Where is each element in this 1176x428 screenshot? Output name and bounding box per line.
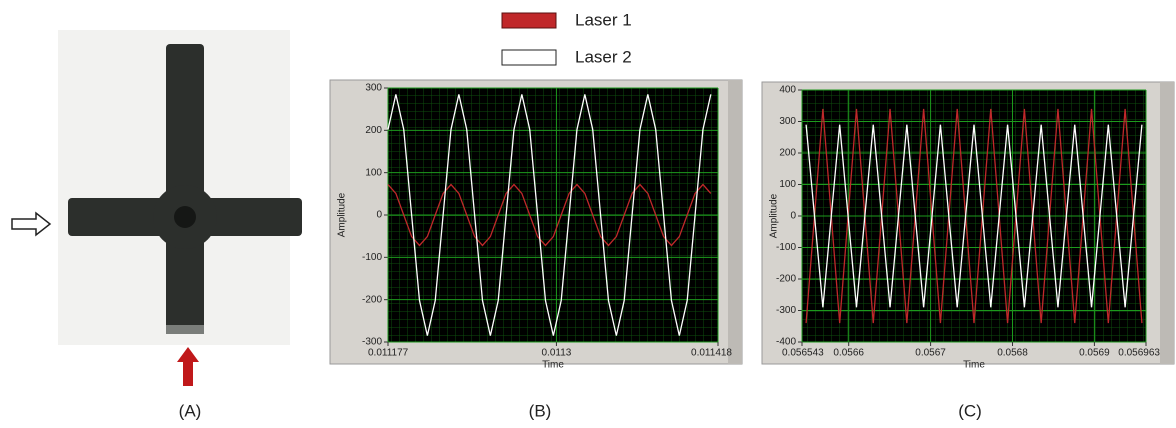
x-axis-label: Time <box>963 360 985 371</box>
y-tick-label: 200 <box>365 125 382 136</box>
y-tick-label: 0 <box>790 211 796 222</box>
load-arrow <box>11 211 52 237</box>
y-tick-label: -400 <box>776 337 796 348</box>
y-tick-label: 400 <box>779 85 796 96</box>
x-tick-label: 0.0566 <box>833 348 864 359</box>
y-tick-label: 300 <box>779 116 796 127</box>
y-axis-label: Amplitude <box>769 193 780 238</box>
x-axis-label: Time <box>542 360 564 371</box>
data-line <box>387 94 712 336</box>
scrollbar <box>728 80 742 364</box>
panel-label: (C) <box>958 401 982 420</box>
y-tick-label: -100 <box>776 242 796 253</box>
y-tick-label: 100 <box>365 167 382 178</box>
x-tick-label: 0.0567 <box>915 348 946 359</box>
y-tick-label: -300 <box>362 337 382 348</box>
x-tick-label: 0.011177 <box>368 348 409 359</box>
data-line <box>805 108 1143 324</box>
scrollbar <box>1160 82 1174 364</box>
y-tick-label: 0 <box>376 210 382 221</box>
y-tick-label: 300 <box>365 83 382 94</box>
y-tick-label: -300 <box>776 305 796 316</box>
panel-label: (B) <box>529 401 552 420</box>
charts: -300 -200 -100 0 100 200 300 0.011177 0.0113 0.01… <box>329 79 1175 371</box>
x-tick-label: 0.0568 <box>997 348 1028 359</box>
legend-swatch <box>501 49 557 66</box>
panel-label: (A) <box>179 401 202 420</box>
y-tick-label: -200 <box>776 274 796 285</box>
data-line <box>387 183 712 247</box>
y-tick-label: 200 <box>779 148 796 159</box>
x-tick-label: 0.0569 <box>1079 348 1110 359</box>
y-axis-label: Amplitude <box>337 192 348 237</box>
legend-swatch <box>501 12 557 29</box>
x-tick-label: 0.056543 <box>782 348 824 359</box>
y-tick-label: 100 <box>779 179 796 190</box>
legend-label: Laser 1 <box>575 10 632 29</box>
legend-label: Laser 2 <box>575 47 632 66</box>
x-tick-label: 0.011418 <box>691 348 732 359</box>
laser-arrow <box>177 347 199 386</box>
x-tick-label: 0.0113 <box>542 348 572 359</box>
y-tick-label: -200 <box>362 294 382 305</box>
data-line <box>805 124 1143 308</box>
x-tick-label: 0.056963 <box>1118 348 1160 359</box>
y-tick-label: -100 <box>362 252 382 263</box>
specimen-photo <box>58 30 302 345</box>
